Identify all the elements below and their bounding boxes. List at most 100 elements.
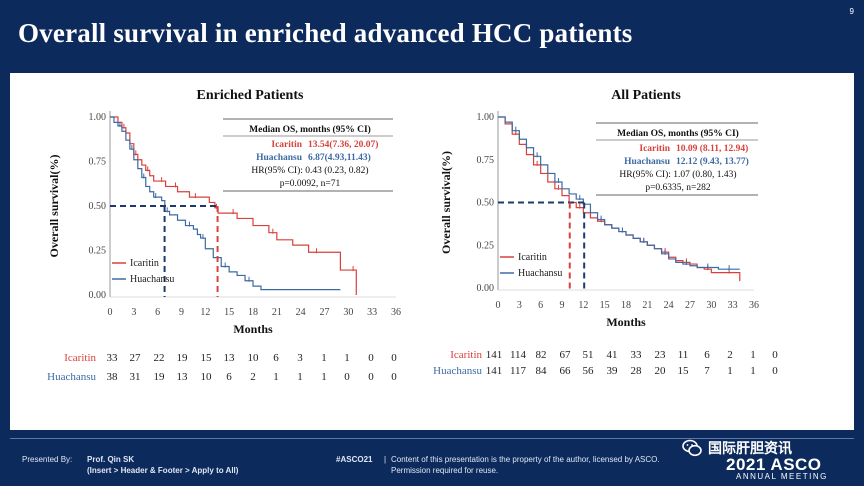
c1-xtick-label: 33: [367, 307, 377, 318]
c2-ytick-label: 0.25: [477, 240, 495, 251]
c1-risk-value: 15: [201, 352, 213, 364]
c1-risk-value: 0: [368, 371, 374, 383]
c1-stats-hr: HR(95% CI): 0.43 (0.23, 0.82): [251, 165, 368, 176]
c2-risk-value: 23: [655, 349, 667, 361]
c1-risk-value: 6: [226, 371, 232, 383]
c1-stats-box: [223, 119, 393, 195]
c2-risk-value: 66: [560, 365, 572, 377]
c1-stats-p: p=0.0092, n=71: [280, 179, 341, 189]
c1-risk-value: 0: [391, 352, 397, 364]
asco-logo-meeting: ANNUAL MEETING: [736, 472, 828, 481]
c1-stats-huachansu-name: Huachansu: [256, 153, 303, 163]
c2-risk-value: 15: [678, 365, 690, 377]
c2-xtick-label: 36: [749, 300, 759, 311]
c2-xtick-label: 27: [685, 300, 695, 311]
c1-risk-value: 1: [344, 352, 350, 364]
c1-xtick-label: 36: [391, 307, 401, 318]
c1-ytick-label: 0.00: [89, 290, 107, 301]
c2-ytick-label: 0.50: [477, 198, 495, 209]
c1-xtick-label: 0: [108, 307, 113, 318]
c1-xtick-label: 30: [343, 307, 353, 318]
c1-title: Enriched Patients: [197, 88, 304, 103]
c1-risk-value: 1: [321, 352, 327, 364]
c2-risk-label-huachansu: Huachansu: [433, 365, 482, 377]
c2-xtick-label: 24: [664, 300, 674, 311]
c2-risk-value: 1: [750, 349, 756, 361]
c1-risk-value: 13: [224, 352, 236, 364]
c1-ytick-label: 0.25: [89, 246, 107, 257]
c2-risk-value: 39: [607, 365, 619, 377]
c1-y-axis-label: Overall survival(%): [47, 155, 61, 258]
c2-risk-value: 82: [536, 349, 547, 361]
c2-risk-value: 41: [607, 349, 618, 361]
presented-by-label: Presented By:: [22, 455, 73, 464]
c1-risk-value: 33: [107, 352, 119, 364]
c2-risk-label-icaritin: Icaritin: [450, 349, 482, 361]
c1-risk-value: 19: [154, 371, 166, 383]
c2-risk-value: 117: [510, 365, 527, 377]
asco-logo-year: 2021 ASCO: [726, 455, 822, 474]
c1-ytick-label: 1.00: [89, 112, 107, 123]
c2-risk-value: 7: [704, 365, 710, 377]
c1-legend-label-icaritin: Icaritin: [130, 258, 159, 269]
c2-risk-value: 114: [510, 349, 527, 361]
c2-stats-box: [596, 123, 758, 199]
c1-risk-value: 10: [201, 371, 213, 383]
c2-stats-huachansu-name: Huachansu: [624, 157, 671, 167]
c2-risk-value: 141: [486, 349, 503, 361]
c2-risk-value: 141: [486, 365, 503, 377]
c2-risk-value: 2: [727, 349, 733, 361]
c2-ytick-label: 0.00: [477, 283, 495, 294]
c2-legend-label-icaritin: Icaritin: [518, 252, 547, 263]
c1-xtick-label: 24: [296, 307, 306, 318]
c2-legend-label-huachansu: Huachansu: [518, 268, 562, 279]
c2-xtick-label: 33: [728, 300, 738, 311]
c2-xtick-label: 21: [642, 300, 652, 311]
c2-ytick-label: 1.00: [477, 112, 495, 123]
c1-curve-huachansu: [110, 116, 341, 291]
c2-risk-value: 11: [678, 349, 689, 361]
c2-risk-value: 1: [750, 365, 756, 377]
c2-risk-value: 6: [704, 349, 710, 361]
slide-title: Overall survival in enriched advanced HC…: [18, 18, 633, 48]
c1-risk-label-huachansu: Huachansu: [47, 371, 96, 383]
c1-xtick-label: 3: [131, 307, 136, 318]
presenter-hint: (Insert > Header & Footer > Apply to All…: [87, 466, 239, 475]
c1-risk-value: 1: [297, 371, 303, 383]
copyright-notice: Content of this presentation is the prop…: [391, 455, 660, 475]
c1-ytick-label: 0.50: [89, 201, 107, 212]
presenter-block: Prof. Qin SK (Insert > Header & Footer >…: [87, 454, 238, 476]
wechat-watermark: 国际肝胆资讯: [682, 437, 792, 459]
c2-risk-value: 0: [772, 365, 778, 377]
c2-x-axis-label: Months: [606, 315, 646, 329]
c2-risk-value: 51: [583, 349, 594, 361]
c1-xtick-label: 6: [155, 307, 160, 318]
c2-xtick-label: 30: [706, 300, 716, 311]
c1-risk-value: 0: [391, 371, 397, 383]
c2-xtick-label: 15: [600, 300, 610, 311]
c2-risk-value: 20: [655, 365, 667, 377]
c2-xtick-label: 9: [560, 300, 565, 311]
c2-stats-icaritin-name: Icaritin: [639, 144, 670, 154]
c2-y-axis-label: Overall survival(%): [439, 151, 453, 254]
c1-risk-value: 22: [154, 352, 165, 364]
c1-risk-value: 0: [368, 352, 374, 364]
c2-xtick-label: 0: [496, 300, 501, 311]
c2-stats-huachansu-value: 12.12 (9.43, 13.77): [676, 156, 749, 167]
footer-separator: |: [384, 455, 387, 464]
c1-risk-label-icaritin: Icaritin: [64, 352, 96, 364]
c1-risk-value: 1: [321, 371, 327, 383]
c2-stats-header: Median OS, months (95% CI): [617, 128, 739, 139]
c1-risk-value: 27: [130, 352, 142, 364]
c1-stats-icaritin-name: Icaritin: [271, 140, 302, 150]
wechat-icon: [682, 439, 702, 457]
footer-divider: [10, 438, 854, 439]
c2-risk-value: 33: [631, 349, 643, 361]
c1-risk-value: 10: [248, 352, 260, 364]
c1-legend-label-huachansu: Huachansu: [130, 274, 174, 285]
c1-xtick-label: 27: [320, 307, 330, 318]
c1-risk-value: 6: [273, 352, 279, 364]
c1-stats-icaritin-value: 13.54(7.36, 20.07): [308, 139, 378, 150]
c1-risk-value: 1: [273, 371, 279, 383]
